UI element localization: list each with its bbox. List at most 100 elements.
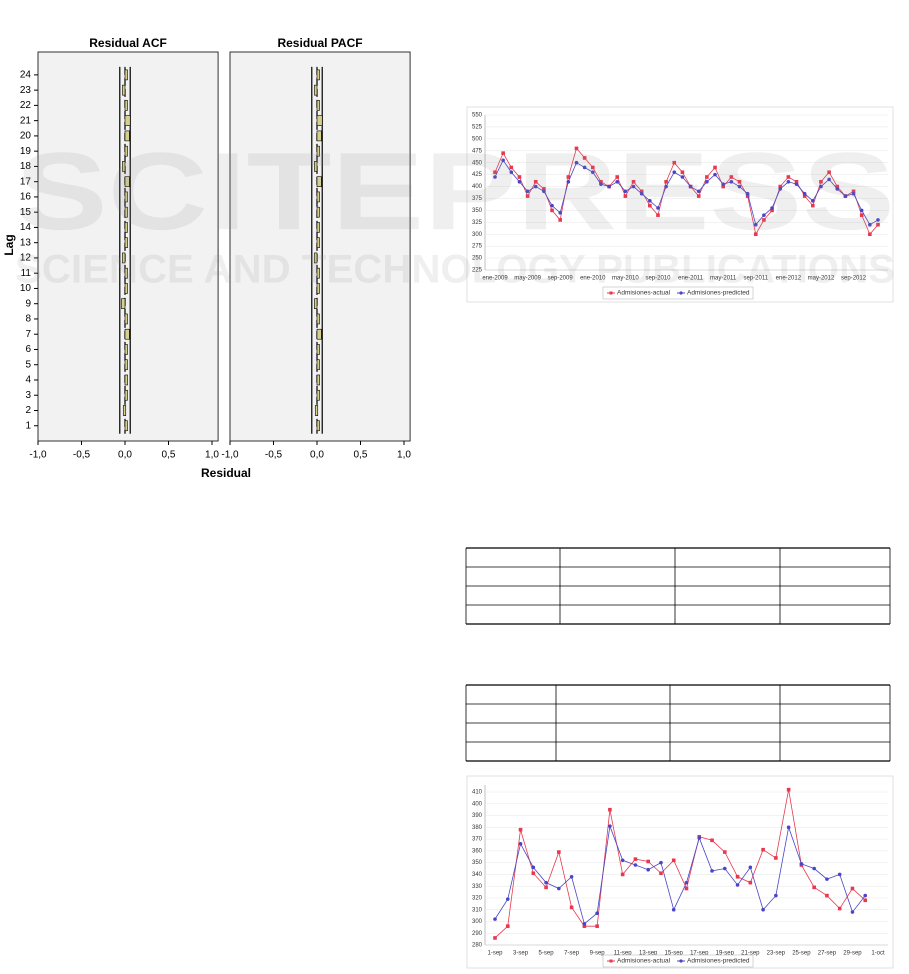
bar bbox=[121, 298, 126, 310]
marker bbox=[825, 893, 829, 898]
marker bbox=[493, 170, 497, 175]
marker bbox=[680, 175, 685, 179]
legend-swatch bbox=[609, 959, 613, 963]
x-tick-label: 0,5 bbox=[162, 450, 176, 461]
table bbox=[465, 684, 891, 762]
bar bbox=[124, 237, 128, 248]
marker bbox=[574, 160, 579, 165]
marker bbox=[737, 184, 742, 189]
marker bbox=[544, 885, 548, 890]
bar bbox=[124, 328, 130, 340]
x-tick-label: 3-sep bbox=[513, 951, 529, 957]
marker bbox=[509, 170, 514, 175]
y-tick-label: 410 bbox=[472, 790, 483, 796]
y-tick-label: 340 bbox=[472, 872, 483, 878]
chart-frame bbox=[466, 775, 894, 969]
marker bbox=[518, 842, 523, 846]
marker bbox=[631, 179, 636, 184]
y-tick-label: 19 bbox=[20, 146, 32, 157]
marker bbox=[671, 858, 676, 863]
marker bbox=[633, 863, 638, 867]
x-tick-label: 0,0 bbox=[118, 450, 132, 461]
marker bbox=[876, 218, 880, 222]
marker bbox=[517, 175, 522, 179]
marker bbox=[778, 187, 783, 191]
marker bbox=[825, 877, 829, 881]
marker bbox=[639, 191, 644, 196]
bar bbox=[316, 145, 320, 157]
x-tick-label: 0,5 bbox=[354, 450, 368, 461]
x-tick-label: -0,5 bbox=[73, 450, 91, 461]
marker bbox=[631, 184, 636, 189]
bar bbox=[316, 237, 320, 248]
x-tick-label: ene-2011 bbox=[678, 276, 704, 282]
marker bbox=[599, 182, 603, 186]
x-tick-label: may-2012 bbox=[808, 276, 835, 282]
bar bbox=[124, 69, 128, 81]
bar bbox=[124, 115, 131, 126]
marker bbox=[620, 858, 625, 863]
marker bbox=[710, 869, 714, 873]
marker bbox=[688, 184, 693, 189]
watermark: SCIENCE AND TECHNOLOGY PUBLICATIONS bbox=[15, 248, 895, 292]
marker bbox=[802, 191, 807, 196]
marker bbox=[558, 210, 562, 215]
bar bbox=[316, 313, 320, 325]
y-tick-label: 350 bbox=[472, 860, 483, 866]
series-line bbox=[494, 789, 866, 939]
y-tick-label: 11 bbox=[21, 268, 32, 279]
y-tick-label: 22 bbox=[20, 100, 32, 111]
y-tick-label: 330 bbox=[472, 884, 483, 890]
y-tick-label: 350 bbox=[472, 208, 483, 214]
marker bbox=[659, 860, 663, 865]
bar bbox=[316, 130, 322, 142]
marker bbox=[595, 924, 599, 928]
marker bbox=[748, 865, 753, 870]
marker bbox=[582, 922, 587, 926]
y-tick-label: 20 bbox=[20, 131, 32, 142]
marker bbox=[493, 936, 497, 940]
y-tick-label: 12 bbox=[20, 253, 32, 264]
marker bbox=[623, 194, 628, 198]
marker bbox=[794, 182, 799, 186]
marker bbox=[558, 218, 562, 222]
y-tick-label: 300 bbox=[472, 232, 483, 238]
x-tick-label: 25-sep bbox=[792, 951, 811, 957]
marker bbox=[762, 213, 766, 217]
y-tick-label: 4 bbox=[25, 375, 31, 386]
marker bbox=[721, 182, 725, 186]
marker bbox=[761, 847, 765, 852]
marker bbox=[812, 866, 816, 871]
bar bbox=[314, 84, 318, 96]
x-tick-label: 23-sep bbox=[767, 951, 786, 957]
marker bbox=[859, 213, 864, 217]
x-tick-label: may-2010 bbox=[612, 276, 639, 282]
marker bbox=[501, 151, 505, 155]
bar bbox=[124, 145, 128, 157]
y-tick-label: 13 bbox=[20, 237, 32, 248]
bar bbox=[316, 374, 320, 386]
marker bbox=[753, 232, 758, 237]
marker bbox=[671, 907, 676, 912]
x-tick-label: -1,0 bbox=[221, 450, 239, 461]
marker bbox=[639, 189, 644, 194]
marker bbox=[509, 165, 514, 170]
marker bbox=[672, 160, 677, 165]
marker bbox=[574, 146, 579, 151]
marker bbox=[774, 856, 778, 860]
y-tick-label: 375 bbox=[472, 196, 483, 202]
marker bbox=[863, 893, 868, 898]
bar bbox=[316, 115, 323, 126]
y-tick-label: 370 bbox=[472, 837, 483, 843]
marker bbox=[851, 189, 856, 194]
marker bbox=[802, 194, 807, 198]
marker bbox=[835, 184, 840, 189]
bar bbox=[314, 298, 318, 310]
y-tick-label: 3 bbox=[25, 390, 31, 401]
y-tick-label: 380 bbox=[472, 825, 483, 831]
y-tick-label: 325 bbox=[472, 220, 483, 226]
marker bbox=[786, 179, 791, 184]
legend-swatch bbox=[679, 291, 683, 295]
marker bbox=[778, 184, 783, 189]
